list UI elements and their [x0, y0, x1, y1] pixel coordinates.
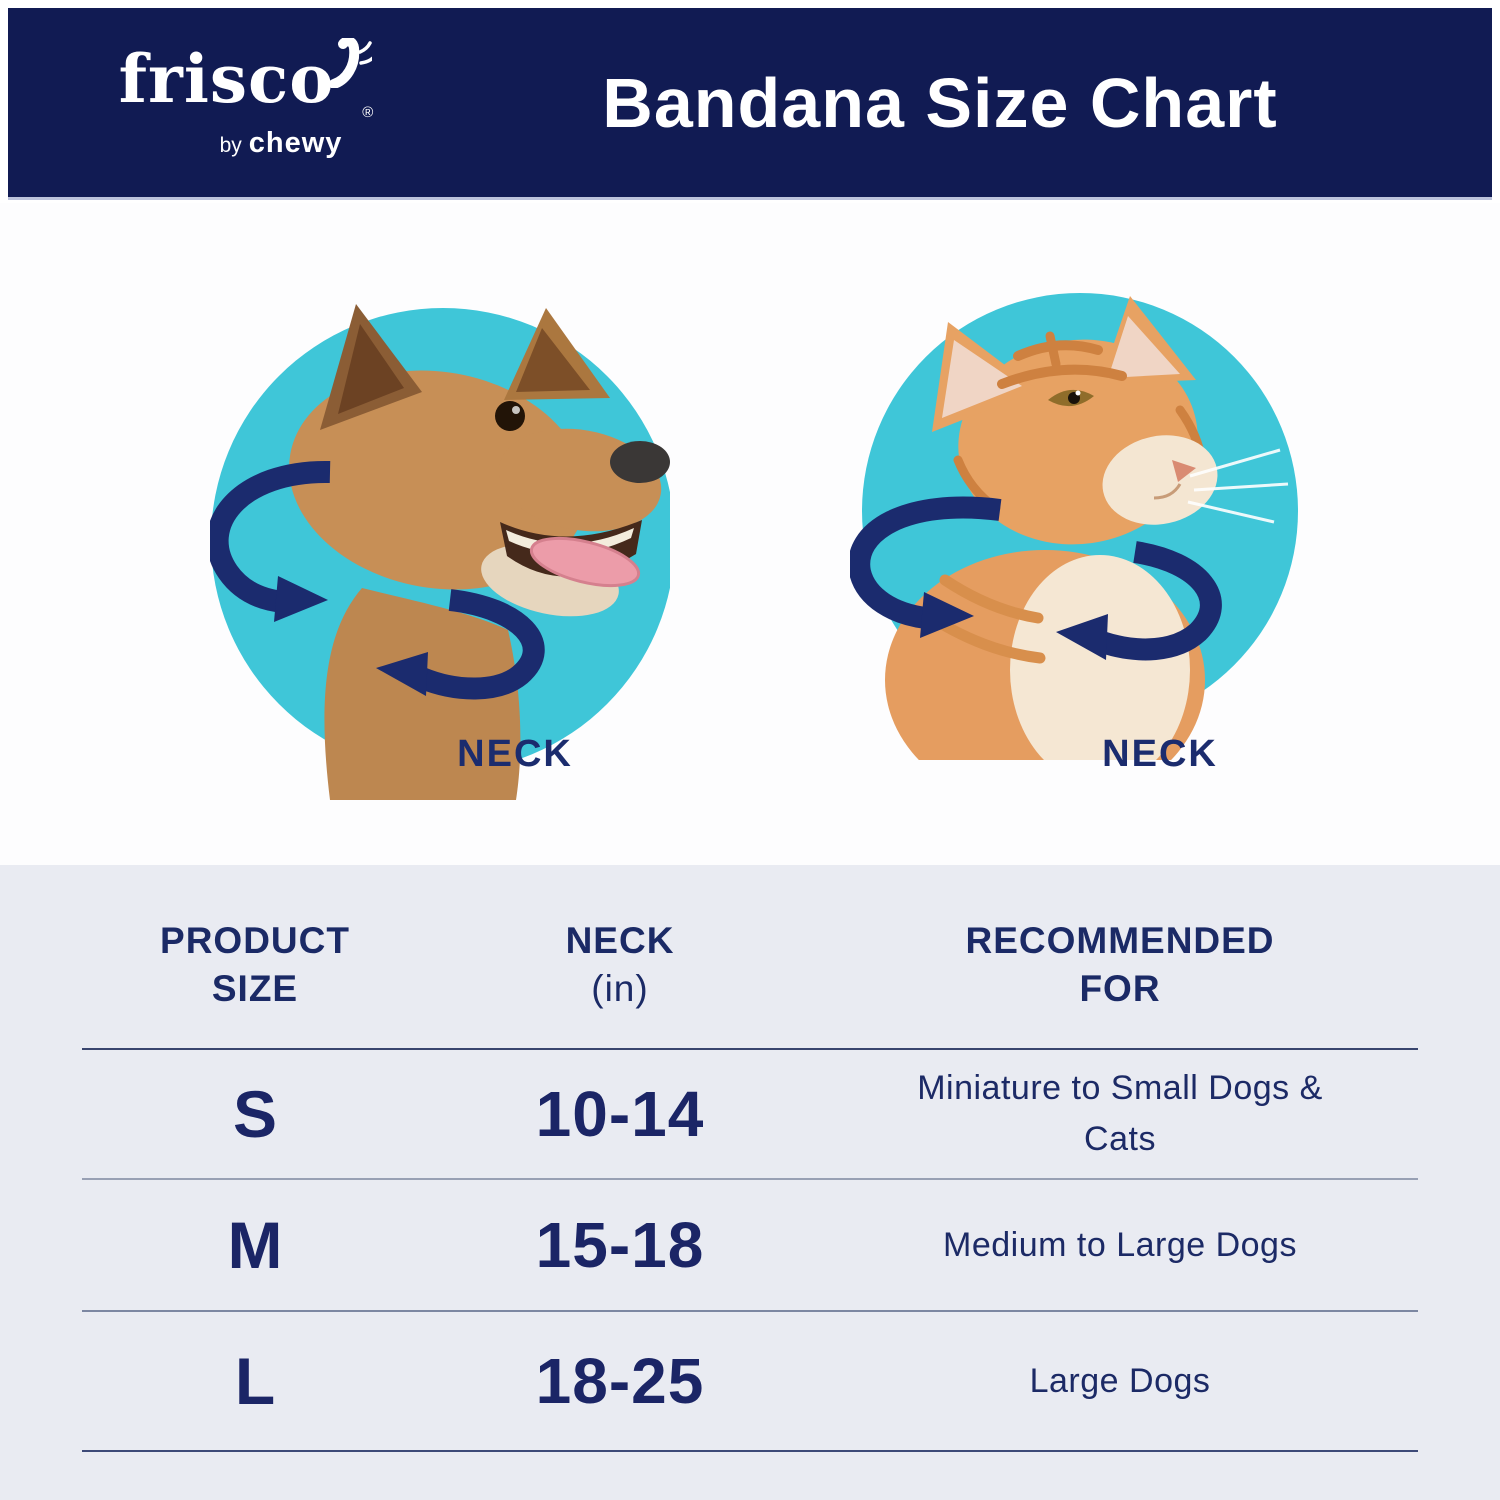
chewy-byline: by chewy: [220, 127, 343, 160]
header-recommended: RECOMMENDED: [965, 919, 1275, 961]
logo-swoosh-icon: [330, 37, 373, 88]
hero-section: NECK NECK: [0, 203, 1500, 865]
registered-trademark: ®: [362, 103, 374, 121]
size-value: M: [227, 1208, 283, 1282]
neck-label-dog: NECK: [457, 733, 573, 775]
neck-measure-arrow-icon: [210, 460, 545, 700]
recommended-value: Large Dogs: [1029, 1361, 1211, 1400]
header-for: FOR: [1079, 968, 1161, 1009]
neck-range-value: 15-18: [535, 1209, 705, 1281]
table-divider: [82, 1178, 1418, 1180]
table-header-row: PRODUCT SIZE NECK (in) RECOMMENDED FOR: [0, 880, 1500, 1050]
frisco-logo-row: frisco ®: [118, 37, 374, 121]
table-divider: [82, 1048, 1418, 1050]
header-product: PRODUCT: [160, 919, 350, 961]
byline-prefix: by: [219, 133, 242, 157]
frisco-wordmark: frisco: [118, 39, 335, 118]
size-value: L: [234, 1344, 276, 1418]
header-size: SIZE: [211, 968, 299, 1009]
recommended-value: Miniature to Small Dogs & Cats: [917, 1069, 1323, 1158]
dog-illustration: [210, 304, 670, 800]
size-table-section: PRODUCT SIZE NECK (in) RECOMMENDED FOR S…: [0, 865, 1500, 1500]
page-title: Bandana Size Chart: [602, 63, 1278, 142]
size-row-m: M 15-18 Medium to Large Dogs: [0, 1180, 1500, 1310]
column-header-product-size: PRODUCT SIZE: [0, 917, 440, 1013]
size-value: S: [232, 1077, 278, 1151]
frisco-logo: frisco ® by chewy: [86, 8, 406, 197]
size-row-l: L 18-25 Large Dogs: [0, 1312, 1500, 1450]
table-divider: [82, 1450, 1418, 1452]
column-header-recommended: RECOMMENDED FOR: [800, 917, 1440, 1013]
recommended-value: Medium to Large Dogs: [943, 1225, 1297, 1264]
neck-measure-arrow-icon: [850, 496, 1222, 661]
neck-range-value: 10-14: [535, 1078, 705, 1150]
header-neck: NECK: [565, 919, 675, 961]
neck-range-value: 18-25: [535, 1345, 705, 1417]
table-divider: [82, 1310, 1418, 1312]
neck-label-cat: NECK: [1102, 733, 1218, 775]
header-neck-unit: (in): [591, 968, 649, 1009]
size-row-s: S 10-14 Miniature to Small Dogs & Cats: [0, 1050, 1500, 1178]
column-header-neck: NECK (in): [440, 917, 800, 1013]
cat-illustration: [850, 293, 1298, 760]
brand-header: frisco ® by chewy Bandana Size Chart: [8, 8, 1492, 200]
chewy-wordmark: chewy: [248, 126, 343, 159]
